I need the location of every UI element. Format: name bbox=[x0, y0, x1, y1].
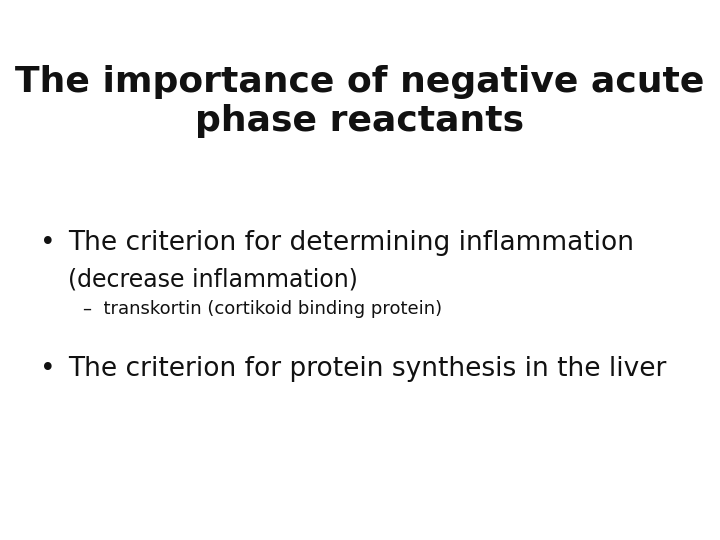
Text: The importance of negative acute
phase reactants: The importance of negative acute phase r… bbox=[15, 65, 705, 138]
Text: –  transkortin (cortikoid binding protein): – transkortin (cortikoid binding protein… bbox=[83, 300, 442, 318]
Text: •: • bbox=[40, 230, 55, 255]
Text: •: • bbox=[40, 356, 55, 382]
Text: The criterion for protein synthesis in the liver: The criterion for protein synthesis in t… bbox=[68, 356, 667, 382]
Text: (decrease inflammation): (decrease inflammation) bbox=[68, 267, 359, 291]
Text: The criterion for determining inflammation: The criterion for determining inflammati… bbox=[68, 230, 634, 255]
